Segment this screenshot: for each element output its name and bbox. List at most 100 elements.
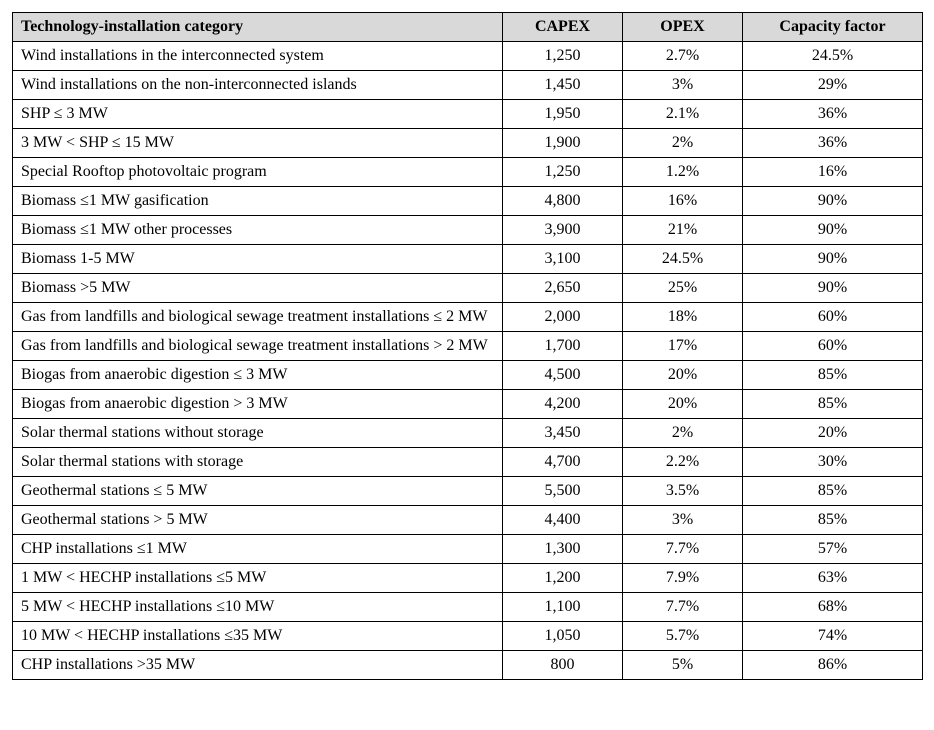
table-cell: Wind installations on the non-interconne… [13,71,503,100]
table-cell: 1,050 [503,622,623,651]
table-cell: 2,000 [503,303,623,332]
table-cell: Gas from landfills and biological sewage… [13,303,503,332]
table-cell: Biogas from anaerobic digestion > 3 MW [13,390,503,419]
table-cell: 3,900 [503,216,623,245]
table-cell: 2,650 [503,274,623,303]
table-row: Wind installations in the interconnected… [13,42,923,71]
table-cell: 24.5% [743,42,923,71]
table-row: Biogas from anaerobic digestion > 3 MW4,… [13,390,923,419]
table-cell: 74% [743,622,923,651]
table-cell: 16% [623,187,743,216]
table-cell: Gas from landfills and biological sewage… [13,332,503,361]
table-cell: 29% [743,71,923,100]
table-cell: 7.9% [623,564,743,593]
table-cell: 17% [623,332,743,361]
table-cell: 57% [743,535,923,564]
table-row: Biomass 1-5 MW3,10024.5%90% [13,245,923,274]
table-cell: 10 MW < HECHP installations ≤35 MW [13,622,503,651]
table-cell: 1,100 [503,593,623,622]
table-cell: 3 MW < SHP ≤ 15 MW [13,129,503,158]
table-row: 5 MW < HECHP installations ≤10 MW1,1007.… [13,593,923,622]
table-cell: CHP installations >35 MW [13,651,503,680]
table-row: 10 MW < HECHP installations ≤35 MW1,0505… [13,622,923,651]
table-cell: 1,250 [503,42,623,71]
table-cell: 1,950 [503,100,623,129]
table-cell: 1.2% [623,158,743,187]
table-row: SHP ≤ 3 MW1,9502.1%36% [13,100,923,129]
table-cell: 5 MW < HECHP installations ≤10 MW [13,593,503,622]
table-cell: 7.7% [623,593,743,622]
table-cell: 16% [743,158,923,187]
table-cell: Geothermal stations ≤ 5 MW [13,477,503,506]
table-cell: 5% [623,651,743,680]
table-cell: 3% [623,71,743,100]
table-cell: 86% [743,651,923,680]
table-cell: 90% [743,274,923,303]
table-cell: 4,700 [503,448,623,477]
table-row: Gas from landfills and biological sewage… [13,332,923,361]
table-row: 1 MW < HECHP installations ≤5 MW1,2007.9… [13,564,923,593]
table-cell: 25% [623,274,743,303]
table-row: Special Rooftop photovoltaic program1,25… [13,158,923,187]
table-row: Biogas from anaerobic digestion ≤ 3 MW4,… [13,361,923,390]
table-row: Biomass ≤1 MW gasification4,80016%90% [13,187,923,216]
table-cell: 85% [743,477,923,506]
table-cell: 3% [623,506,743,535]
table-cell: 5.7% [623,622,743,651]
table-cell: 30% [743,448,923,477]
table-cell: 1,300 [503,535,623,564]
table-cell: 90% [743,187,923,216]
table-cell: 68% [743,593,923,622]
table-cell: Biomass 1-5 MW [13,245,503,274]
table-cell: SHP ≤ 3 MW [13,100,503,129]
table-cell: 90% [743,245,923,274]
technology-installation-table: Technology-installation category CAPEX O… [12,12,923,680]
table-header: Technology-installation category CAPEX O… [13,13,923,42]
table-header-row: Technology-installation category CAPEX O… [13,13,923,42]
table-row: Geothermal stations > 5 MW4,4003%85% [13,506,923,535]
table-cell: 4,200 [503,390,623,419]
table-cell: 3,100 [503,245,623,274]
table-cell: 1,900 [503,129,623,158]
table-cell: 85% [743,506,923,535]
table-cell: 60% [743,332,923,361]
table-row: Gas from landfills and biological sewage… [13,303,923,332]
col-header-capacity-factor: Capacity factor [743,13,923,42]
table-cell: Biogas from anaerobic digestion ≤ 3 MW [13,361,503,390]
table-cell: 3,450 [503,419,623,448]
table-cell: 2% [623,419,743,448]
table-cell: 85% [743,361,923,390]
table-cell: 2.7% [623,42,743,71]
table-row: Solar thermal stations without storage3,… [13,419,923,448]
table-cell: Biomass >5 MW [13,274,503,303]
table-row: Solar thermal stations with storage4,700… [13,448,923,477]
table-row: Wind installations on the non-interconne… [13,71,923,100]
table-cell: 7.7% [623,535,743,564]
table-cell: 60% [743,303,923,332]
table-row: Biomass ≤1 MW other processes3,90021%90% [13,216,923,245]
table-cell: 800 [503,651,623,680]
table-cell: CHP installations ≤1 MW [13,535,503,564]
col-header-category: Technology-installation category [13,13,503,42]
table-cell: 90% [743,216,923,245]
table-row: CHP installations >35 MW8005%86% [13,651,923,680]
table-body: Wind installations in the interconnected… [13,42,923,680]
table-cell: Geothermal stations > 5 MW [13,506,503,535]
table-cell: 20% [743,419,923,448]
table-cell: Biomass ≤1 MW other processes [13,216,503,245]
table-cell: 1 MW < HECHP installations ≤5 MW [13,564,503,593]
table-cell: 21% [623,216,743,245]
table-cell: 2.2% [623,448,743,477]
table-cell: 4,800 [503,187,623,216]
table-cell: 4,500 [503,361,623,390]
table-cell: 36% [743,100,923,129]
table-cell: 3.5% [623,477,743,506]
col-header-opex: OPEX [623,13,743,42]
table-cell: 1,200 [503,564,623,593]
table-cell: Special Rooftop photovoltaic program [13,158,503,187]
table-cell: Solar thermal stations without storage [13,419,503,448]
table-cell: 63% [743,564,923,593]
table-cell: 4,400 [503,506,623,535]
table-cell: 1,250 [503,158,623,187]
table-row: CHP installations ≤1 MW1,3007.7%57% [13,535,923,564]
